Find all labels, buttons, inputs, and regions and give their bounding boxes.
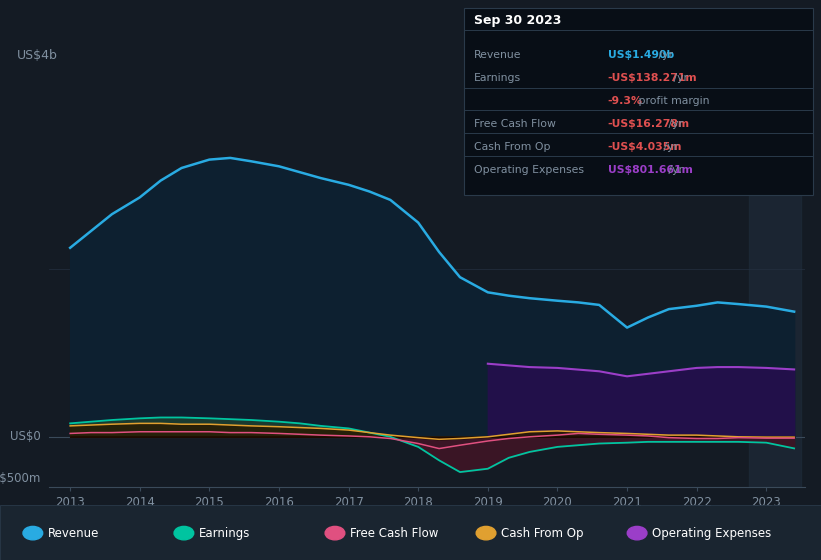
Text: Free Cash Flow: Free Cash Flow (350, 526, 438, 540)
Text: -US$138.271m: -US$138.271m (608, 73, 697, 83)
Text: Cash From Op: Cash From Op (474, 142, 550, 152)
Text: -US$4.035m: -US$4.035m (608, 142, 682, 152)
Text: US$1.490b: US$1.490b (608, 50, 674, 60)
Text: US$0: US$0 (11, 430, 41, 444)
Text: -US$16.278m: -US$16.278m (608, 119, 690, 129)
Text: US$801.661m: US$801.661m (608, 165, 692, 175)
Text: Operating Expenses: Operating Expenses (652, 526, 771, 540)
Text: /yr: /yr (655, 50, 673, 60)
Text: Operating Expenses: Operating Expenses (474, 165, 584, 175)
Text: Revenue: Revenue (48, 526, 99, 540)
Text: /yr: /yr (665, 165, 683, 175)
Text: /yr: /yr (670, 73, 688, 83)
Text: Cash From Op: Cash From Op (501, 526, 583, 540)
Text: /yr: /yr (660, 142, 678, 152)
Text: Earnings: Earnings (199, 526, 250, 540)
Text: Revenue: Revenue (474, 50, 521, 60)
Text: US$4b: US$4b (16, 49, 57, 62)
Text: -9.3%: -9.3% (608, 96, 643, 106)
Text: Free Cash Flow: Free Cash Flow (474, 119, 556, 129)
Text: Sep 30 2023: Sep 30 2023 (474, 14, 561, 27)
Text: /yr: /yr (665, 119, 683, 129)
Bar (749, 84, 801, 487)
Text: -US$500m: -US$500m (0, 472, 41, 486)
Text: Earnings: Earnings (474, 73, 521, 83)
Text: profit margin: profit margin (635, 96, 709, 106)
